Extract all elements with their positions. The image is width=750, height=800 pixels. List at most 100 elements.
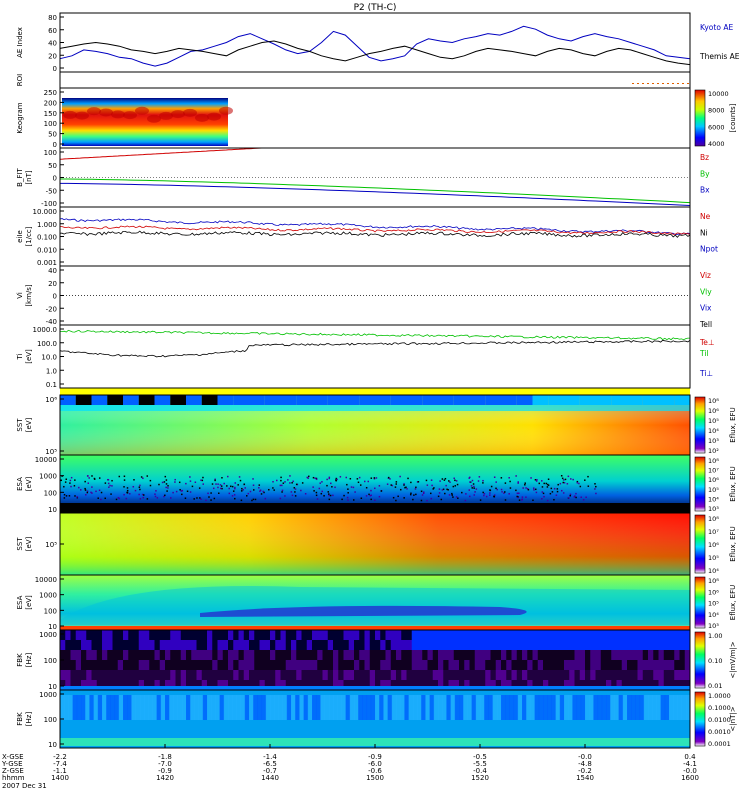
esa-e-noise [405, 486, 407, 489]
fbk-e-cell [658, 640, 665, 650]
sst_i-colorbar-tick: 10⁴ [708, 567, 719, 575]
velocity-legend-vly: Vly [700, 287, 712, 296]
fbk-e-cell [191, 650, 197, 660]
fbk-e-cell [506, 680, 512, 690]
fbk-e-cell [238, 640, 245, 650]
esa-e-noise [553, 487, 556, 490]
esa-e-noise [273, 489, 275, 491]
fbk-e-cell [296, 650, 302, 660]
mode-bar [60, 388, 690, 395]
sst-e-cell [469, 395, 486, 405]
esa-e-noise [582, 499, 585, 501]
esa-e-noise [490, 485, 493, 488]
fbk-e-cell [438, 650, 444, 660]
fbk-b-cell [152, 695, 158, 720]
esa-e-noise [163, 495, 165, 498]
esa-e-noise [321, 481, 323, 483]
fbk-e-cell [653, 650, 659, 660]
fbk-e-cell [186, 630, 192, 640]
fbk-e-cell [663, 630, 670, 640]
fbk_e-colorbar [694, 631, 706, 689]
fbk-e-cell [516, 680, 523, 690]
fbk-b-cell [261, 695, 267, 720]
esa-e-noise [430, 492, 432, 495]
fbk-e-cell [448, 680, 455, 690]
sst-e-cell [280, 395, 297, 405]
velocity-ytick-label: 0 [53, 293, 57, 301]
keogram-colorbar-label: [counts] [729, 103, 737, 132]
fbk-e-cell [453, 670, 460, 680]
fbk-e-cell [133, 640, 140, 650]
esa-e-noise [221, 477, 223, 479]
fbk-e-cell [217, 680, 224, 690]
roi-ylabel: ROI [16, 74, 24, 86]
fbk-e-cell [306, 650, 313, 660]
fbk-e-cell [212, 640, 218, 650]
fbk-e-cell [679, 670, 686, 680]
fbk-e-cell [474, 640, 481, 650]
fbk-e-cell [196, 650, 203, 660]
esa-e-noise [489, 492, 491, 494]
fbk-e-cell [70, 660, 77, 670]
sst_e-colorbar-tick: 10⁵ [708, 417, 719, 425]
fbk-e-cell [537, 630, 544, 640]
esa-e-noise [104, 497, 106, 500]
fbk-e-cell [123, 660, 129, 670]
fbk-e-cell [669, 640, 675, 650]
esa-e-noise [220, 487, 222, 490]
fbk-b-cell [202, 695, 208, 720]
fbk-e-cell [186, 660, 192, 670]
esa_e-ytick-label: 10 [48, 506, 57, 514]
esa-e-noise [566, 483, 569, 485]
xaxis-tick-label: 0.4 [684, 753, 696, 761]
esa-e-noise [334, 486, 336, 489]
fbk-e-cell [611, 650, 617, 660]
fbk-b-cell [295, 695, 300, 720]
fbk-e-cell [516, 650, 523, 660]
esa-e-noise [198, 487, 201, 489]
fbk-b-cell [144, 695, 149, 720]
esa-e-noise [378, 495, 381, 498]
fbk-b-cell [249, 695, 254, 720]
fbk-e-cell [501, 650, 507, 660]
fbk-e-cell [285, 650, 292, 660]
fbk-e-cell [196, 640, 203, 650]
fbk-e-cell [249, 670, 255, 680]
esa-e-noise [315, 491, 318, 494]
density-ytick-label: 1.000 [37, 221, 57, 229]
esa-e-noise [63, 485, 65, 488]
esa-e-noise [181, 489, 184, 492]
fbk-b-cell [127, 695, 132, 720]
fbk-e-cell [469, 680, 476, 690]
fbk-e-cell [396, 660, 402, 670]
esa_e-yunits: [eV] [25, 476, 33, 491]
fbk-e-cell [138, 630, 145, 640]
esa-e-noise [373, 477, 376, 479]
fbk-e-cell [642, 670, 649, 680]
fbk-b-cell [459, 695, 464, 720]
fbk-e-cell [348, 630, 355, 640]
esa-e-noise [237, 484, 239, 486]
esa-e-noise [532, 499, 534, 502]
fbk-e-cell [186, 680, 192, 690]
fbk-e-cell [348, 680, 355, 690]
fbk-e-cell [401, 650, 407, 660]
bfit-ytick-label: 100 [44, 149, 57, 157]
esa-e-noise [495, 487, 497, 490]
xaxis-tick-label: 1520 [471, 774, 489, 782]
esa-e-noise [238, 476, 241, 478]
bfit-ytick-label: -50 [46, 187, 57, 195]
density-yunits: [1/cc] [25, 226, 33, 246]
xaxis-tick-label: -2.2 [53, 753, 67, 761]
fbk-e-cell [427, 650, 434, 660]
fbk-e-cell [117, 630, 124, 640]
xaxis-tick-label: 1440 [261, 774, 279, 782]
esa-e-noise [444, 492, 446, 495]
fbk-e-cell [270, 640, 276, 650]
fbk-e-cell [359, 660, 365, 670]
esa-e-noise [70, 476, 73, 479]
fbk-e-cell [448, 660, 455, 670]
fbk-e-cell [490, 630, 497, 640]
esa-e-noise [516, 495, 518, 498]
esa-e-noise [240, 499, 243, 502]
